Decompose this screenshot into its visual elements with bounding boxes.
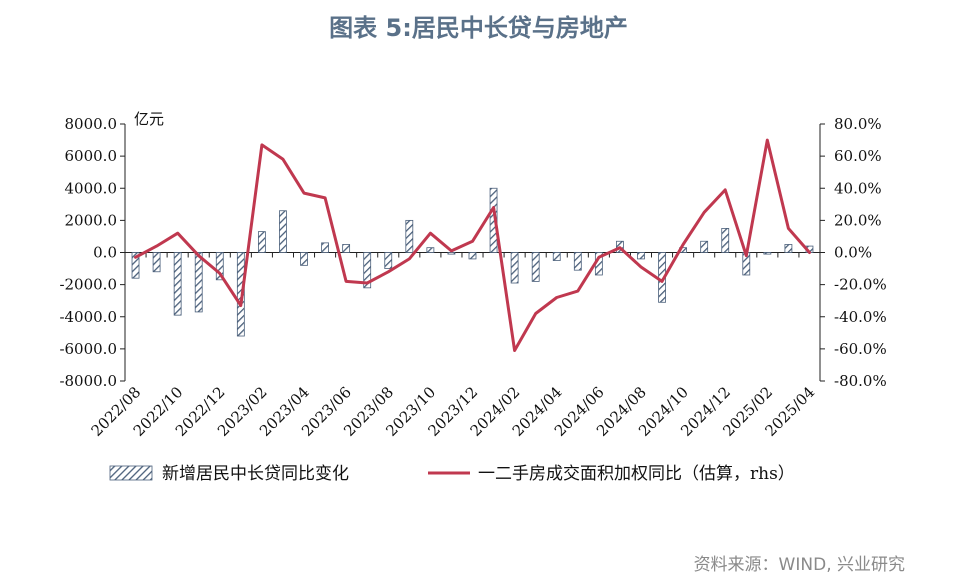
bar [384,252,393,269]
bar [257,231,266,253]
left-tick-label: -2000.0 [59,276,117,294]
bar [447,252,456,255]
right-tick-label: -40.0% [834,308,887,326]
left-tick-label: -8000.0 [59,372,117,390]
bar [763,252,772,255]
left-tick-label: 2000.0 [65,211,118,229]
bar [700,240,709,253]
bar [784,244,793,253]
bar [342,244,351,253]
right-tick-label: 80.0% [834,115,882,133]
bar [279,210,287,253]
bar [131,252,140,279]
right-tick-label: 60.0% [834,147,882,165]
right-tick-label: 20.0% [834,211,882,229]
left-tick-label: 6000.0 [65,147,118,165]
bar [721,228,730,253]
bar [173,252,182,316]
bar [152,252,161,273]
left-tick-label: -4000.0 [59,308,117,326]
bar [300,252,308,266]
right-tick-label: -60.0% [834,340,887,358]
bar [510,252,519,284]
right-tick-label: 0.0% [834,244,872,262]
right-tick-label: -20.0% [834,276,887,294]
left-tick-label: 4000.0 [65,179,118,197]
bar [321,242,329,253]
right-tick-label: 40.0% [834,179,882,197]
bar [489,187,498,253]
bar [637,252,645,260]
chart-title: 图表 5:居民中长贷与房地产 [329,14,628,42]
left-tick-label: 0.0 [93,244,117,262]
right-tick-label: -80.0% [834,372,887,390]
bar [194,252,203,313]
bar-series [131,187,814,337]
line-path [134,138,811,352]
bar [468,252,477,260]
left-axis-unit: 亿元 [134,110,164,128]
bar [531,252,540,282]
legend-bar-label: 新增居民中长贷同比变化 [162,464,349,484]
bar [215,252,224,281]
bar [405,219,414,253]
legend-line-label: 一二手房成交面积加权同比（估算，rhs） [478,464,795,484]
source-note: 资料来源：WIND, 兴业研究 [693,555,905,575]
bar [573,252,582,271]
left-tick-label: -6000.0 [59,340,117,358]
legend-bar-swatch [109,465,153,481]
left-tick-label: 8000.0 [65,115,118,133]
line-series [134,138,811,352]
legend: 新增居民中长贷同比变化 一二手房成交面积加权同比（估算，rhs） [109,464,795,484]
bar [552,252,561,261]
bar [426,247,435,253]
bar [363,252,372,289]
